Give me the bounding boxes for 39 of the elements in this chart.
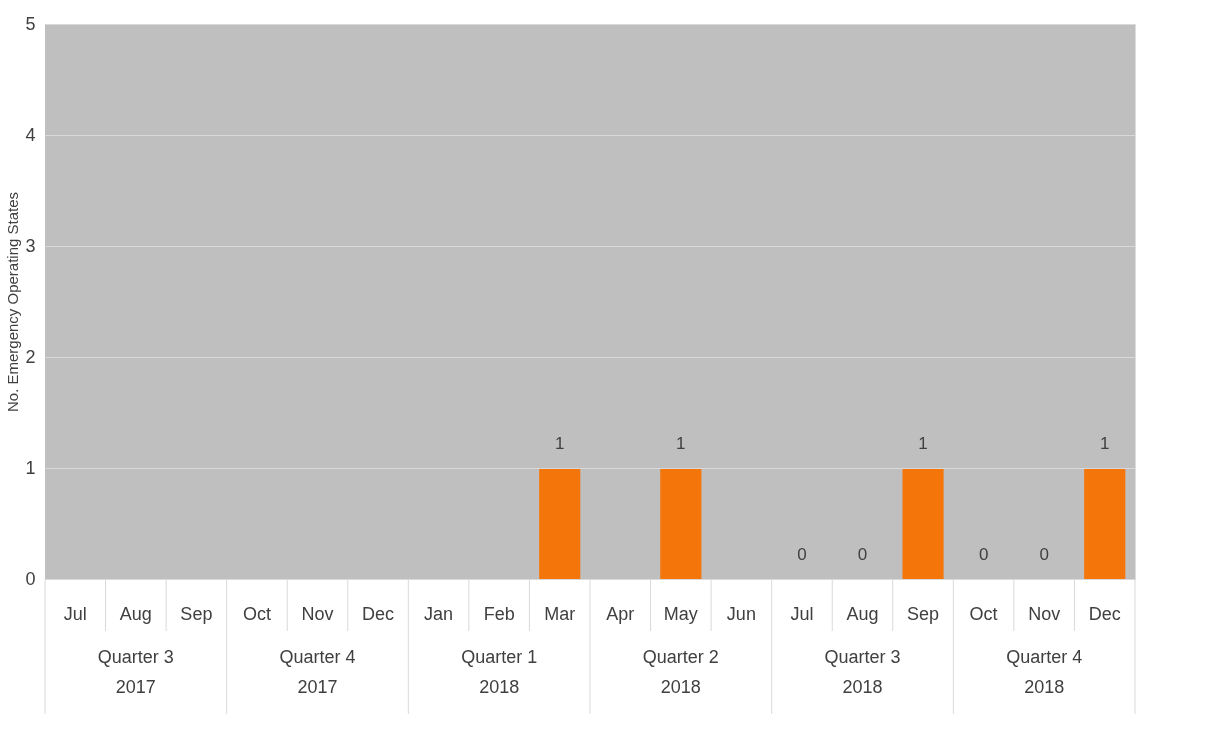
text: Quarter 2 2018 xyxy=(642,647,719,697)
x-tick-label: Aug xyxy=(846,604,879,624)
x-tick-label: Nov xyxy=(301,604,334,624)
data-label: 0 xyxy=(1039,545,1049,564)
x-tick-label: Sep xyxy=(180,604,213,624)
data-label: 1 xyxy=(918,434,928,453)
data-label: 1 xyxy=(676,434,686,453)
text: Quarter 4 2018 xyxy=(1006,647,1083,697)
text: Quarter 3 2018 xyxy=(824,647,901,697)
text: Quarter 4 2017 xyxy=(279,647,356,697)
data-label: 0 xyxy=(857,545,868,564)
x-tick-label: Aug xyxy=(119,604,152,624)
x-tick-label: Jul xyxy=(790,604,814,624)
y-tick-label: 4 xyxy=(25,124,36,145)
data-label: 1 xyxy=(1099,434,1110,453)
data-label: 0 xyxy=(797,545,807,564)
x-tick-label: Oct xyxy=(242,604,271,624)
x-tick-label: Feb xyxy=(483,604,515,624)
x-tick-label: Mar xyxy=(544,604,576,624)
y-tick-label: 3 xyxy=(25,235,36,256)
x-tick-label: Apr xyxy=(606,604,635,624)
x-tick-label: Dec xyxy=(362,604,395,624)
y-tick-label: 0 xyxy=(25,568,36,589)
x-tick-label: Jun xyxy=(726,604,756,624)
x-tick-label: Dec xyxy=(1088,604,1121,624)
y-tick-label: 5 xyxy=(25,13,36,34)
x-tick-label: Nov xyxy=(1028,604,1061,624)
data-label: 1 xyxy=(554,434,565,453)
x-tick-label: May xyxy=(663,604,698,624)
text: Quarter 1 2018 xyxy=(461,647,538,697)
x-tick-label: Jan xyxy=(424,604,454,624)
x-tick-label: Sep xyxy=(907,604,940,624)
x-tick-label: Oct xyxy=(969,604,998,624)
y-tick-label: 1 xyxy=(25,457,36,478)
text: Quarter 3 2017 xyxy=(97,647,174,697)
y-axis-title: No. Emergency Operating States xyxy=(4,191,22,413)
data-label: 0 xyxy=(978,545,989,564)
x-tick-label: Jul xyxy=(63,604,87,624)
y-tick-label: 2 xyxy=(25,346,36,367)
